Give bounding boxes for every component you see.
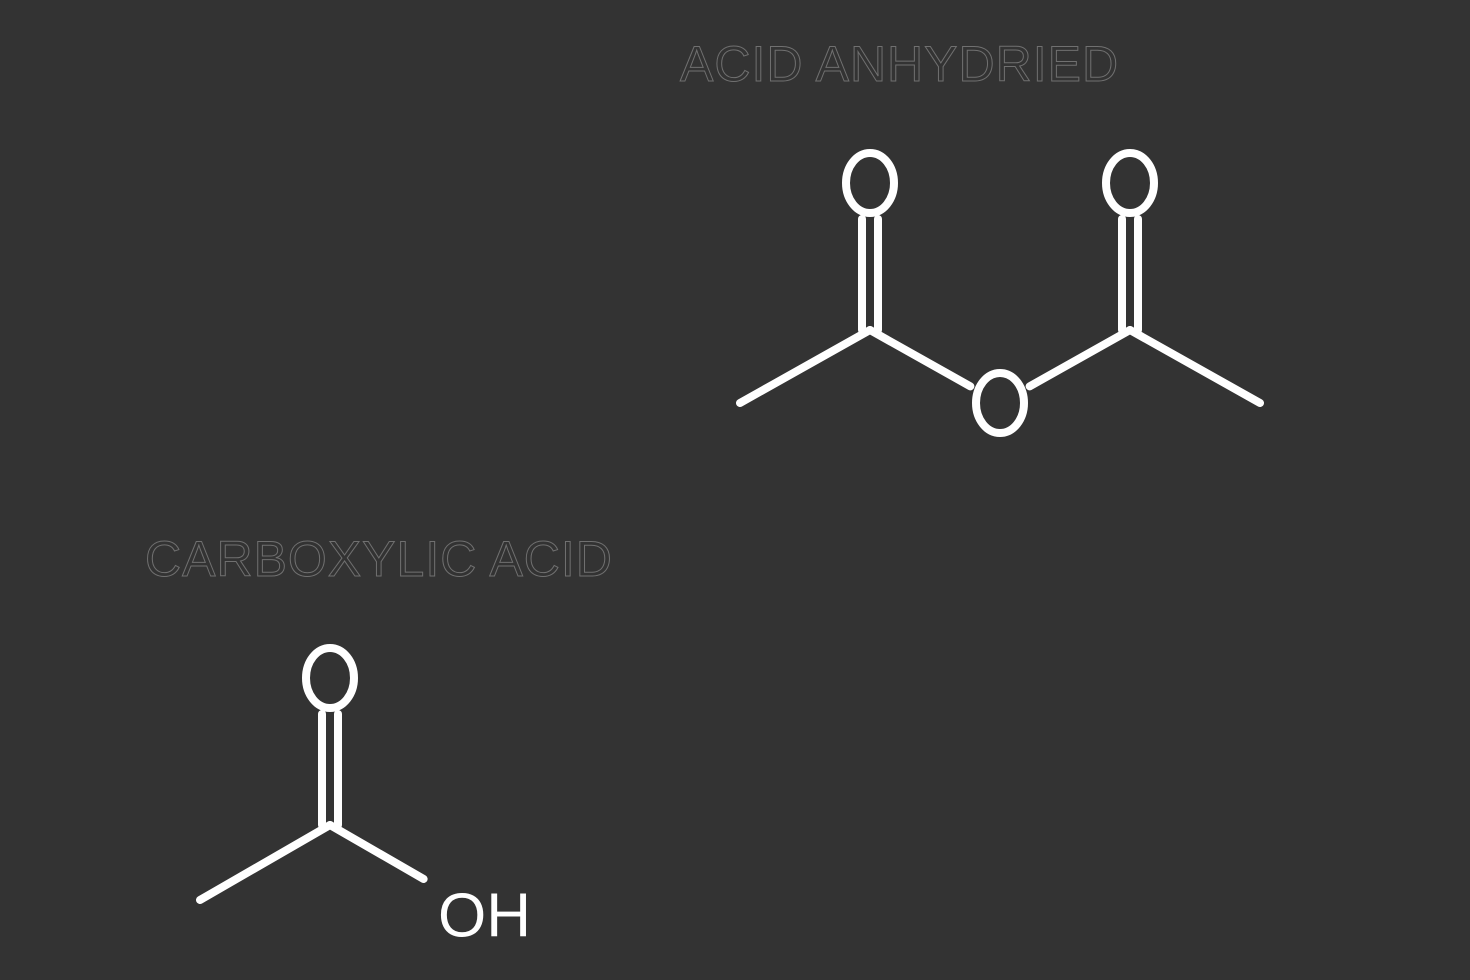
anhydride-o_center-atom-icon xyxy=(976,373,1024,433)
anhydride-o_top_left-atom-icon xyxy=(846,153,894,213)
carboxylic-oh-atom-label: OH xyxy=(438,881,531,950)
carboxylic-o_top-atom-icon xyxy=(306,648,354,708)
title-acid-anhydride: ACID ANHYDRIED xyxy=(680,35,1119,93)
title-carboxylic-acid: CARBOXYLIC ACID xyxy=(145,530,613,588)
molecule-canvas: OH xyxy=(0,0,1470,980)
anhydride-o_top_right-atom-icon xyxy=(1106,153,1154,213)
